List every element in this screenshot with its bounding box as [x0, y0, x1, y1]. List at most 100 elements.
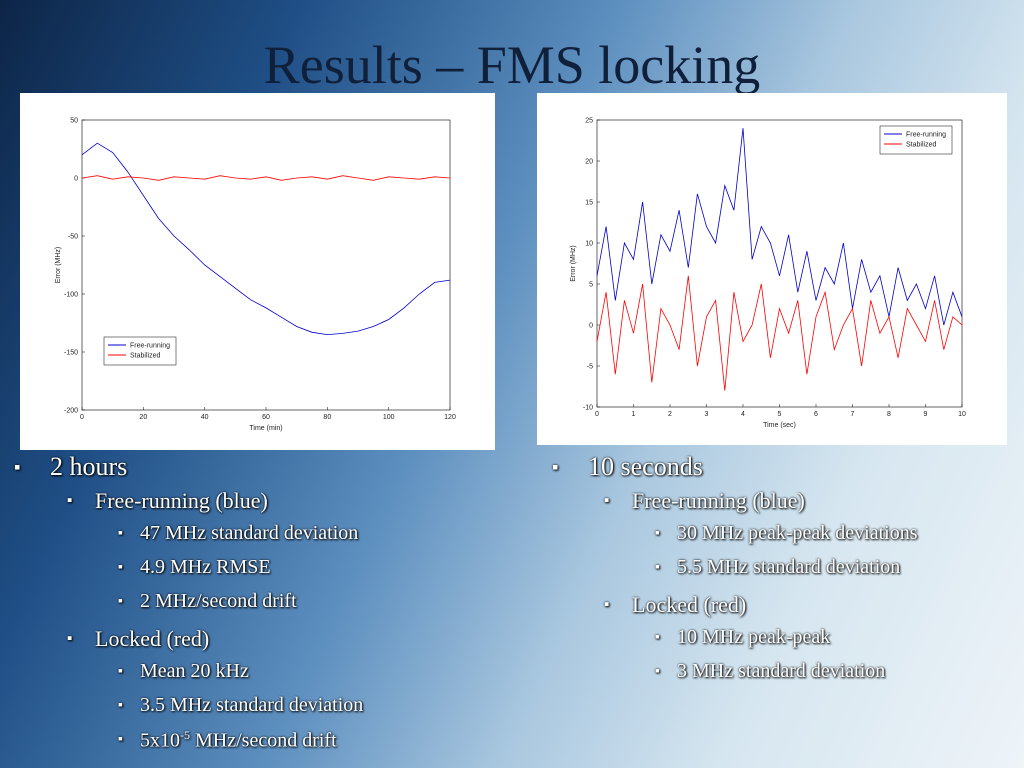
- legend-box: [103, 336, 177, 366]
- bullet-marker: ▪: [604, 595, 610, 613]
- bullet-marker: ▪: [118, 697, 123, 713]
- bullet-text: -5: [180, 728, 190, 742]
- x-tick-label: 9: [924, 411, 928, 418]
- y-tick-label: 0: [589, 323, 593, 330]
- bullet-marker: ▪: [118, 593, 123, 609]
- y-tick-label: 10: [585, 241, 593, 248]
- bullet-item: ▪ 10 MHz peak-peak: [655, 626, 831, 649]
- x-tick-label: 3: [705, 411, 709, 418]
- bullet-item: ▪ 47 MHz standard deviation: [118, 522, 359, 545]
- y-tick-label: 25: [585, 118, 593, 125]
- x-tick-label: 0: [80, 414, 84, 421]
- legend-label: Free-running: [906, 132, 946, 139]
- y-tick-label: 15: [585, 200, 593, 207]
- bullet-text: 2 MHz/second drift: [140, 590, 297, 612]
- x-tick-label: 0: [595, 411, 599, 418]
- bullet-text: 4.9 MHz RMSE: [140, 556, 271, 578]
- bullet-text: 47 MHz standard deviation: [140, 522, 359, 544]
- x-tick-label: 1: [632, 411, 636, 418]
- x-tick-label: 7: [851, 411, 855, 418]
- bullet-item: ▪ 2 MHz/second drift: [118, 590, 297, 613]
- bullet-marker: ▪: [604, 491, 610, 509]
- x-tick-label: 80: [323, 414, 331, 421]
- bullet-text: 30 MHz peak-peak deviations: [677, 522, 918, 544]
- plot-area: [81, 119, 451, 411]
- bullet-item: ▪ 4.9 MHz RMSE: [118, 556, 271, 579]
- chart-frame: 0 1 2 3 4 5 6 7 8 9 10 -10 -5 0 5 10 15 20 25 Time (sec) Err…: [537, 93, 1007, 445]
- chart: 0 1 2 3 4 5 6 7 8 9 10 -10 -5 0 5 10 15 20 25 Time (sec) Err…: [570, 118, 966, 430]
- bullet-marker: ▪: [118, 731, 123, 747]
- chart-frame: 0 20 40 60 80 100 120 -200 -150 -100 -50 0 50 Time (m…: [20, 93, 495, 450]
- y-tick-label: 0: [74, 176, 78, 183]
- x-tick-label: 4: [741, 411, 745, 418]
- series-line: [81, 175, 451, 181]
- bullet-item: ▪ 30 MHz peak-peak deviations: [655, 522, 918, 545]
- y-tick-label: 50: [70, 118, 78, 125]
- bullet-item: ▪ Mean 20 kHz: [118, 660, 249, 683]
- bullet-marker: ▪: [655, 629, 660, 645]
- bullet-item: ▪ 3 MHz standard deviation: [655, 660, 886, 683]
- series-line: [81, 142, 451, 336]
- bullet-marker: ▪: [118, 663, 123, 679]
- x-tick-label: 6: [814, 411, 818, 418]
- y-tick-label: -50: [68, 234, 78, 241]
- bullet-item: ▪ Free-running (blue): [67, 488, 268, 514]
- x-tick-label: 2: [668, 411, 672, 418]
- y-tick-label: -100: [64, 292, 78, 299]
- y-axis-label: Error (MHz): [570, 245, 577, 282]
- bullet-item: ▪ Locked (red): [67, 626, 210, 652]
- bullet-marker: ▪: [552, 456, 559, 477]
- bullet-text: 10 seconds: [588, 452, 703, 481]
- y-tick-label: -5: [587, 364, 593, 371]
- x-axis-label: Time (sec): [763, 422, 796, 429]
- bullet-text: 10 MHz peak-peak: [677, 626, 831, 648]
- bullet-marker: ▪: [118, 559, 123, 575]
- x-tick-label: 8: [887, 411, 891, 418]
- bullet-text: Free-running (blue): [95, 488, 268, 513]
- bullet-text: MHz/second drift: [190, 729, 337, 752]
- x-axis-label: Time (min): [249, 425, 282, 432]
- series-line: [596, 128, 963, 326]
- bullet-text: Locked (red): [632, 592, 747, 617]
- bullet-text: 5.5 MHz standard deviation: [677, 556, 901, 578]
- legend-label: Free-running: [130, 343, 170, 350]
- chart: 0 20 40 60 80 100 120 -200 -150 -100 -50 0 50 Time (m…: [55, 118, 456, 433]
- x-tick-label: 20: [139, 414, 147, 421]
- y-tick-label: -200: [64, 408, 78, 415]
- bullet-item: ▪ 2 hours: [14, 452, 127, 482]
- bullet-item: ▪ 5x10-5 MHz/second drift: [118, 728, 337, 753]
- y-axis-label: Error (MHz): [55, 247, 62, 284]
- x-tick-label: 10: [958, 411, 966, 418]
- legend-label: Stabilized: [906, 142, 936, 149]
- bullet-marker: ▪: [67, 629, 73, 647]
- bullet-marker: ▪: [118, 525, 123, 541]
- bullet-marker: ▪: [67, 491, 73, 509]
- bullet-text: 3 MHz standard deviation: [677, 660, 886, 682]
- y-tick-label: -10: [583, 405, 593, 412]
- y-tick-label: -150: [64, 350, 78, 357]
- legend-box: [879, 125, 953, 155]
- bullet-text: Free-running (blue): [632, 488, 805, 513]
- plot-area: [596, 119, 963, 408]
- bullet-marker: ▪: [14, 456, 21, 477]
- slide-title: Results – FMS locking: [263, 35, 761, 95]
- bullet-text: Locked (red): [95, 626, 210, 651]
- bullet-text: 5x10: [140, 729, 180, 752]
- bullet-item: ▪ Locked (red): [604, 592, 747, 618]
- bullet-text: 3.5 MHz standard deviation: [140, 694, 364, 716]
- bullet-marker: ▪: [655, 663, 660, 679]
- y-tick-label: 5: [589, 282, 593, 289]
- bullet-text: Mean 20 kHz: [140, 660, 249, 682]
- bullet-item: ▪ Free-running (blue): [604, 488, 805, 514]
- x-tick-label: 120: [444, 414, 456, 421]
- x-tick-label: 5: [778, 411, 782, 418]
- x-tick-label: 40: [201, 414, 209, 421]
- bullet-marker: ▪: [655, 525, 660, 541]
- bullet-item: ▪ 10 seconds: [552, 452, 703, 482]
- legend-label: Stabilized: [130, 353, 160, 360]
- x-tick-label: 100: [383, 414, 395, 421]
- y-tick-label: 20: [585, 159, 593, 166]
- bullet-marker: ▪: [655, 559, 660, 575]
- bullet-item: ▪ 5.5 MHz standard deviation: [655, 556, 901, 579]
